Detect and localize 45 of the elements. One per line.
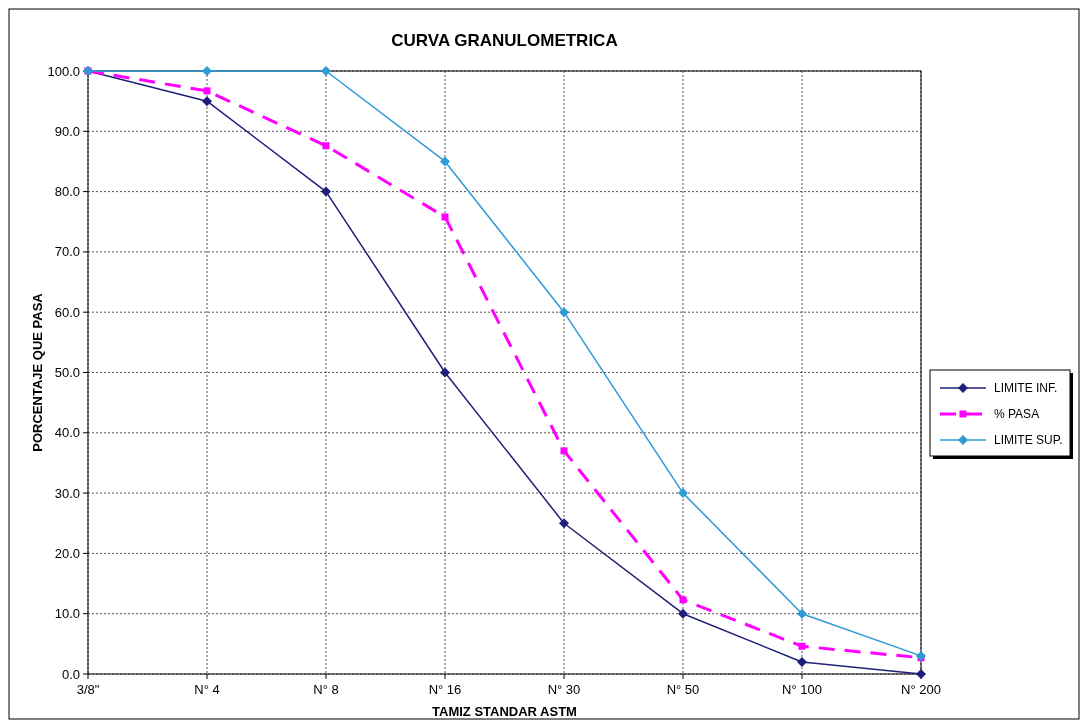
y-tick-label: 20.0 (54, 545, 80, 561)
point (441, 213, 449, 221)
y-tick-label: 50.0 (54, 365, 80, 381)
point (797, 608, 807, 619)
x-tick-label: 3/8" (76, 682, 100, 697)
x-tick-label: N° 16 (428, 682, 462, 697)
point (560, 447, 568, 455)
point (559, 307, 569, 318)
x-tick-label: N° 30 (547, 682, 581, 697)
y-tick-label: 70.0 (54, 244, 80, 260)
x-tick-label: N° 100 (782, 682, 822, 697)
x-axis-title: TAMIZ STANDAR ASTM (432, 704, 577, 719)
point (797, 656, 807, 667)
legend-label: LIMITE SUP. (994, 433, 1063, 448)
y-tick-label: 90.0 (54, 123, 80, 139)
y-tick-label: 40.0 (54, 425, 80, 441)
point (321, 186, 331, 197)
y-tick-label: 60.0 (54, 304, 80, 320)
point (202, 66, 212, 76)
x-tick-label: N° 50 (666, 682, 700, 697)
legend-label: LIMITE INF. (994, 381, 1058, 396)
y-tick-label: 30.0 (54, 485, 80, 501)
legend-label: % PASA (994, 407, 1040, 422)
x-tick-label: N° 200 (901, 682, 941, 697)
y-tick-label: 80.0 (54, 184, 80, 200)
point (798, 642, 806, 650)
y-tick-label: 100.0 (47, 63, 80, 79)
point (203, 87, 211, 95)
x-tick-label: N° 4 (194, 682, 220, 697)
point (916, 669, 926, 679)
point (678, 608, 688, 619)
point (440, 156, 450, 167)
y-axis-title: PORCENTAJE QUE PASA (30, 292, 45, 452)
point (679, 596, 687, 604)
point (440, 367, 450, 378)
point (322, 142, 330, 150)
point (202, 96, 212, 107)
x-tick-label: N° 8 (313, 682, 339, 697)
point (916, 650, 926, 661)
y-tick-label: 0.0 (61, 666, 80, 682)
y-tick-label: 10.0 (54, 606, 80, 622)
point (321, 66, 331, 76)
point (559, 518, 569, 529)
point (678, 488, 688, 499)
chart-title: CURVA GRANULOMETRICA (391, 31, 618, 50)
